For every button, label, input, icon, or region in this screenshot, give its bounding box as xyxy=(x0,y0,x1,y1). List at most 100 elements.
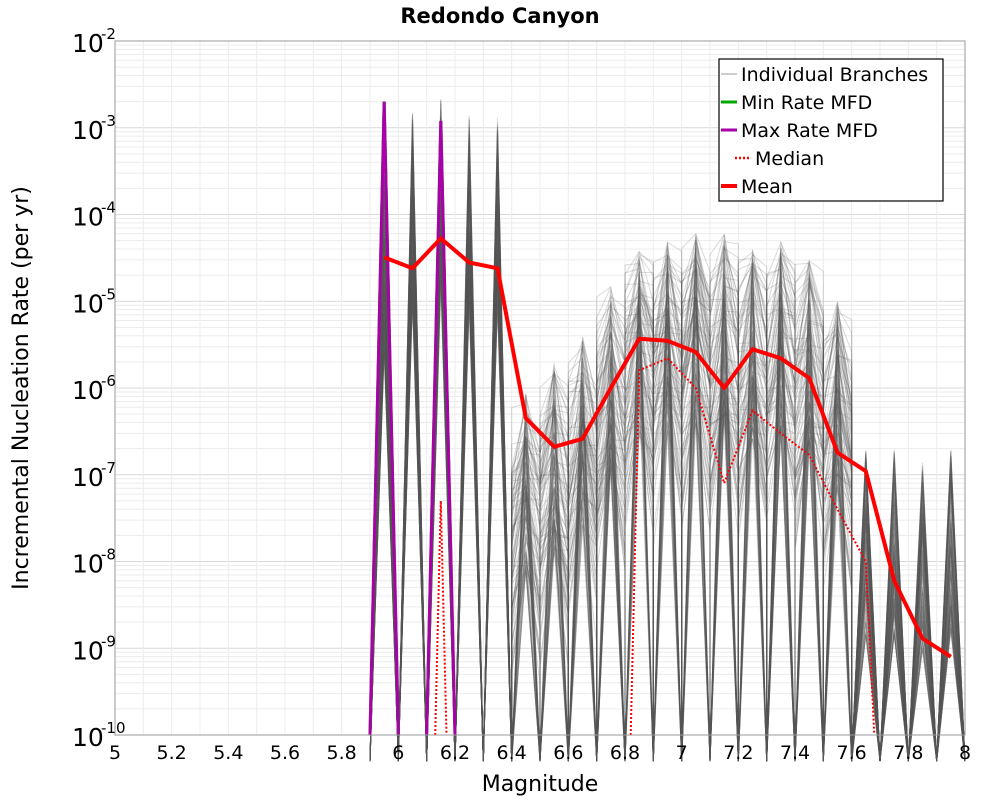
y-tick-label-exponent: -8 xyxy=(101,546,116,564)
branch-line xyxy=(369,128,966,762)
branch-line xyxy=(369,159,966,762)
branch-line xyxy=(369,173,966,762)
branch-line xyxy=(369,187,966,762)
x-axis-label: Magnitude xyxy=(482,772,599,797)
y-tick-label-exponent: -6 xyxy=(101,372,116,390)
max-rate-mfd-line xyxy=(368,101,400,736)
branch-line xyxy=(369,163,966,762)
y-tick-label-exponent: -10 xyxy=(101,719,126,737)
branch-line xyxy=(369,230,966,762)
branch-line xyxy=(369,155,966,762)
branch-line xyxy=(369,118,966,762)
branch-line xyxy=(369,99,966,762)
branch-line xyxy=(369,133,966,762)
branch-line xyxy=(369,113,966,762)
branch-line xyxy=(369,153,966,762)
y-tick-label-base: 10 xyxy=(72,376,104,405)
branch-line xyxy=(369,138,966,762)
legend-entry-label: Individual Branches xyxy=(741,64,928,86)
branch-line xyxy=(369,119,966,762)
summary-lines-layer xyxy=(368,101,952,736)
branch-line xyxy=(369,154,966,762)
branch-line xyxy=(369,214,966,762)
x-axis-ticks: 5 5.2 5.4 5.6 5.8 6 6.2 6.4 6.6 6.8 7 7.2 7.4 7.6 7.8 8 xyxy=(109,742,971,764)
individual-branches-layer xyxy=(369,99,966,762)
x-tick-label: 6 xyxy=(392,742,404,764)
branch-line xyxy=(369,143,966,762)
branch-line xyxy=(369,153,966,762)
x-tick-label: 7.4 xyxy=(780,742,810,764)
branch-line xyxy=(369,115,966,762)
branch-line xyxy=(369,206,966,762)
branch-line xyxy=(369,125,966,762)
x-tick-label: 6.6 xyxy=(553,742,583,764)
branch-line xyxy=(369,203,966,762)
branch-line xyxy=(369,210,966,762)
legend-entry-label: Median xyxy=(755,148,824,170)
y-tick-label-exponent: -2 xyxy=(101,25,116,43)
branch-line xyxy=(369,208,966,762)
branch-line xyxy=(369,246,966,762)
branch-line xyxy=(369,112,966,762)
y-tick-label-exponent: -9 xyxy=(101,632,116,650)
branch-line xyxy=(369,172,966,762)
branch-line xyxy=(369,128,966,762)
branch-line xyxy=(369,114,966,762)
y-axis-label: Incremental Nucleation Rate (per yr) xyxy=(9,186,34,590)
y-tick-label-exponent: -7 xyxy=(101,459,116,477)
branch-line xyxy=(369,127,966,762)
branch-line xyxy=(369,146,966,762)
branch-line xyxy=(369,130,966,762)
branch-line xyxy=(369,169,966,762)
x-tick-label: 7.2 xyxy=(723,742,753,764)
branch-line xyxy=(369,137,966,762)
y-tick-label-base: 10 xyxy=(72,723,104,752)
legend: Individual Branches Min Rate MFD Max Rate … xyxy=(718,58,944,202)
x-tick-label: 5.8 xyxy=(327,742,357,764)
chart-title: Redondo Canyon xyxy=(400,4,599,28)
x-tick-label: 5.4 xyxy=(213,742,243,764)
branch-line xyxy=(369,101,966,762)
branch-line xyxy=(369,143,966,762)
branch-line xyxy=(369,170,966,762)
branch-line xyxy=(369,129,966,762)
x-tick-label: 5 xyxy=(109,742,121,764)
branch-line xyxy=(369,134,966,762)
branch-line xyxy=(369,138,966,762)
branch-line xyxy=(369,220,966,762)
branch-line xyxy=(369,122,966,762)
branch-line xyxy=(369,116,966,762)
branch-line xyxy=(369,145,966,762)
mean-line xyxy=(383,236,952,659)
y-tick-label-base: 10 xyxy=(72,463,104,492)
branch-line xyxy=(369,109,966,762)
x-tick-label: 6.2 xyxy=(440,742,470,764)
branch-line xyxy=(369,136,966,762)
branch-line xyxy=(369,131,966,762)
branch-line xyxy=(369,241,966,762)
branch-line xyxy=(369,166,966,762)
median-line xyxy=(629,357,876,736)
branch-line xyxy=(369,132,966,762)
plot-frame xyxy=(114,40,966,736)
branch-line xyxy=(369,119,966,762)
branch-line xyxy=(369,129,966,762)
branch-line xyxy=(369,139,966,762)
branch-line xyxy=(369,135,966,762)
branch-line xyxy=(369,119,966,762)
branch-line xyxy=(369,110,966,762)
branch-line xyxy=(369,152,966,762)
branch-line xyxy=(369,127,966,762)
branch-line xyxy=(369,204,966,762)
y-tick-label-base: 10 xyxy=(72,550,104,579)
y-tick-label-base: 10 xyxy=(72,116,104,145)
x-tick-label: 6.8 xyxy=(610,742,640,764)
x-tick-label: 5.2 xyxy=(157,742,187,764)
branch-line xyxy=(369,148,966,762)
y-tick-label-base: 10 xyxy=(72,636,104,665)
x-tick-label: 7.6 xyxy=(837,742,867,764)
branch-line xyxy=(369,173,966,762)
y-tick-label-base: 10 xyxy=(72,203,104,232)
